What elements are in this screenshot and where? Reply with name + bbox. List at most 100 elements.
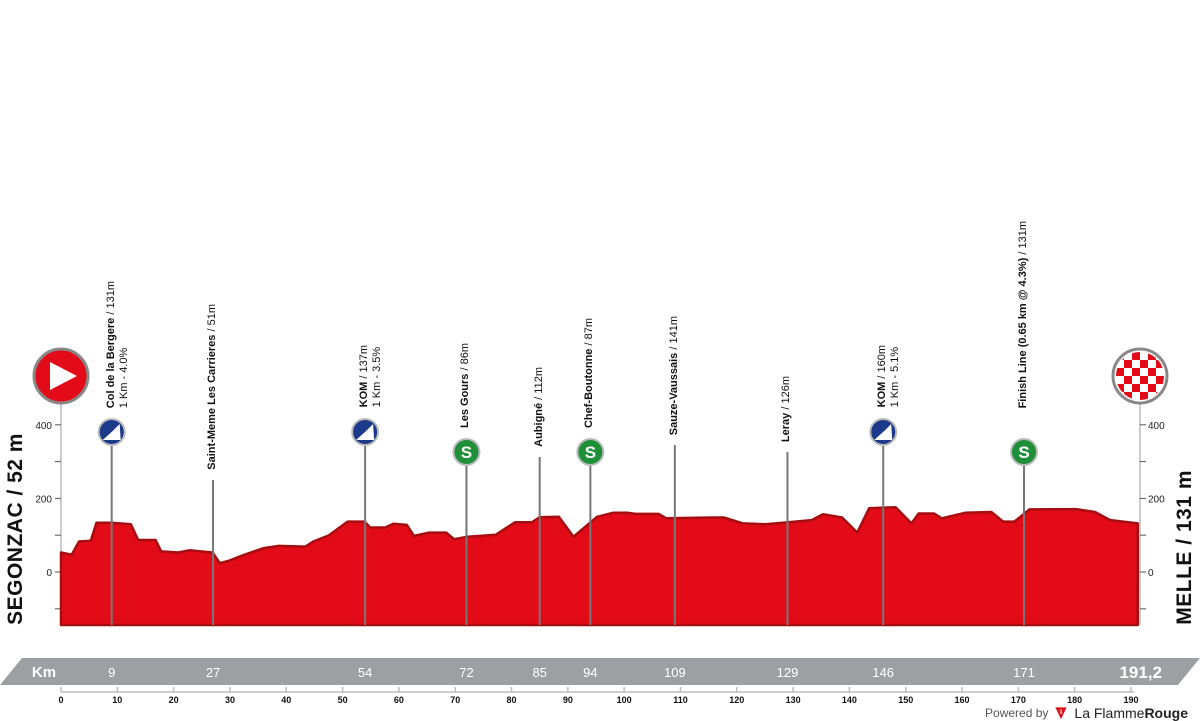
x-tick-label: 80 <box>507 695 517 705</box>
poi-title: Chef-Boutonne / 87m <box>583 317 596 428</box>
x-tick-label: 40 <box>281 695 291 705</box>
sprint-s-glyph: S <box>461 443 472 462</box>
x-tick-label: 170 <box>1011 695 1026 705</box>
svg-text:1: 1 <box>1060 710 1063 716</box>
start-city-label: SEGONZAC / 52 m <box>4 433 27 625</box>
poi-name: Les Gours <box>459 373 472 428</box>
poi-title: KOM / 160m <box>876 344 889 407</box>
poi-title: Saint-Meme Les Carrieres / 51m <box>206 304 219 470</box>
y-tick-label-left: 400 <box>35 421 52 432</box>
poi-elevation: 137m <box>358 344 371 373</box>
checker-square <box>1132 368 1140 376</box>
x-tick-label: 110 <box>673 695 688 705</box>
poi-label: Sauze-Vaussais / 141m <box>668 316 681 435</box>
poi-name: Finish Line (0.65 km @ 4.3%) <box>1017 257 1029 408</box>
km-band <box>0 658 1200 685</box>
mountain-icon <box>102 424 121 440</box>
km-marker-label: 146 <box>872 665 894 680</box>
x-tick-label: 70 <box>450 695 460 705</box>
checker-square <box>1124 360 1132 368</box>
checker-square <box>1124 392 1132 400</box>
poi-elevation: 51m <box>206 304 219 326</box>
sprint-icon <box>576 438 605 466</box>
poi-label: Chef-Boutonne / 87m <box>583 318 596 428</box>
poi-elevation: 86m <box>459 343 472 365</box>
poi-name: KOM <box>358 381 371 407</box>
km-marker-label: 109 <box>664 665 686 680</box>
km-marker-label: 54 <box>358 665 372 680</box>
poi-title: Col de la Bergere / 131m <box>104 280 117 408</box>
checker-square <box>1132 352 1140 360</box>
x-tick-label: 160 <box>955 695 970 705</box>
elevation-profile <box>59 505 1140 627</box>
x-tick-label: 50 <box>338 695 348 705</box>
poi-title: Les Gours / 86m <box>459 343 472 428</box>
total-distance-label: 191,2 <box>1119 663 1162 682</box>
poi-name: Saint-Meme Les Carrieres <box>206 334 219 470</box>
x-tick-label: 20 <box>169 695 179 705</box>
poi-elevation: 131m <box>104 280 117 309</box>
sprint-s-glyph: S <box>585 443 596 462</box>
y-tick-label-right: 0 <box>1148 568 1154 579</box>
poi-name: Col de la Bergere <box>104 317 117 408</box>
sprint-icon <box>1010 438 1038 466</box>
poi-title: Sauze-Vaussais / 141m <box>667 315 680 435</box>
checker-square <box>1156 360 1164 368</box>
sprint-s-glyph: S <box>1018 443 1029 462</box>
checker-square <box>1156 376 1164 384</box>
km-marker-label: 129 <box>777 665 799 680</box>
poi-label: Leray / 126m <box>780 376 793 442</box>
x-tick-label: 180 <box>1067 695 1082 705</box>
km-band-label: Km <box>32 664 56 681</box>
sprint-icon <box>452 438 481 466</box>
poi-name: KOM <box>876 381 889 407</box>
x-tick-label: 120 <box>729 695 744 705</box>
poi-name: Sauze-Vaussais <box>667 352 680 435</box>
checker-square <box>1116 384 1124 392</box>
finish-city-label: MELLE / 131 m <box>1173 470 1196 625</box>
x-tick-label: 130 <box>786 695 801 705</box>
poi-elevation: 126m <box>780 375 793 404</box>
checker-square <box>1116 368 1124 376</box>
y-tick-label-left: 200 <box>35 494 52 505</box>
poi-elevation: 141m <box>667 315 680 344</box>
checker-square <box>1140 392 1148 400</box>
poi-climb-detail: 1 Km - 3.5% <box>371 346 384 407</box>
poi-label: Aubigné / 112m <box>533 367 546 447</box>
checker-square <box>1140 376 1148 384</box>
poi-climb-detail: 1 Km - 5.1% <box>889 346 902 407</box>
poi-elevation: 131m <box>1017 220 1029 249</box>
x-tick-label: 100 <box>617 695 632 705</box>
poi-label: Finish Line (0.65 km @ 4.3%) / 131m <box>1017 221 1030 408</box>
x-tick-label: 190 <box>1123 695 1138 705</box>
checker-square <box>1124 376 1132 384</box>
mountain-icon <box>874 424 893 440</box>
poi-label: Col de la Bergere / 131m 1 Km - 4.0% <box>105 281 131 408</box>
flamme-rouge-logo-icon: 1 <box>1055 707 1068 720</box>
km-marker-label: 94 <box>583 665 597 680</box>
poi-label: Saint-Meme Les Carrieres / 51m <box>206 304 219 470</box>
poi-elevation: 112m <box>532 367 545 394</box>
poi-elevation: 87m <box>583 317 596 340</box>
x-tick-label: 0 <box>58 695 63 705</box>
km-marker-label: 171 <box>1013 665 1035 680</box>
x-tick-label: 150 <box>898 695 913 705</box>
km-marker-label: 27 <box>206 665 220 680</box>
y-tick-label-right: 400 <box>1148 421 1165 432</box>
mountain-icon <box>356 424 375 440</box>
poi-label: KOM / 137m 1 Km - 3.5% <box>358 345 384 407</box>
x-tick-label: 90 <box>563 695 573 705</box>
x-tick-label: 140 <box>842 695 857 705</box>
play-arrow-icon <box>50 362 77 390</box>
brand-name: La FlammeRouge <box>1074 705 1188 721</box>
checker-square <box>1140 360 1148 368</box>
checker-square <box>1148 352 1156 360</box>
x-tick-label: 30 <box>225 695 235 705</box>
checker-square <box>1132 384 1140 392</box>
km-marker-label: 72 <box>459 665 473 680</box>
poi-climb-detail: 1 Km - 4.0% <box>117 347 130 408</box>
km-marker-label: 85 <box>532 665 546 680</box>
y-tick-label-right: 200 <box>1148 494 1165 505</box>
x-tick-label: 60 <box>394 695 404 705</box>
